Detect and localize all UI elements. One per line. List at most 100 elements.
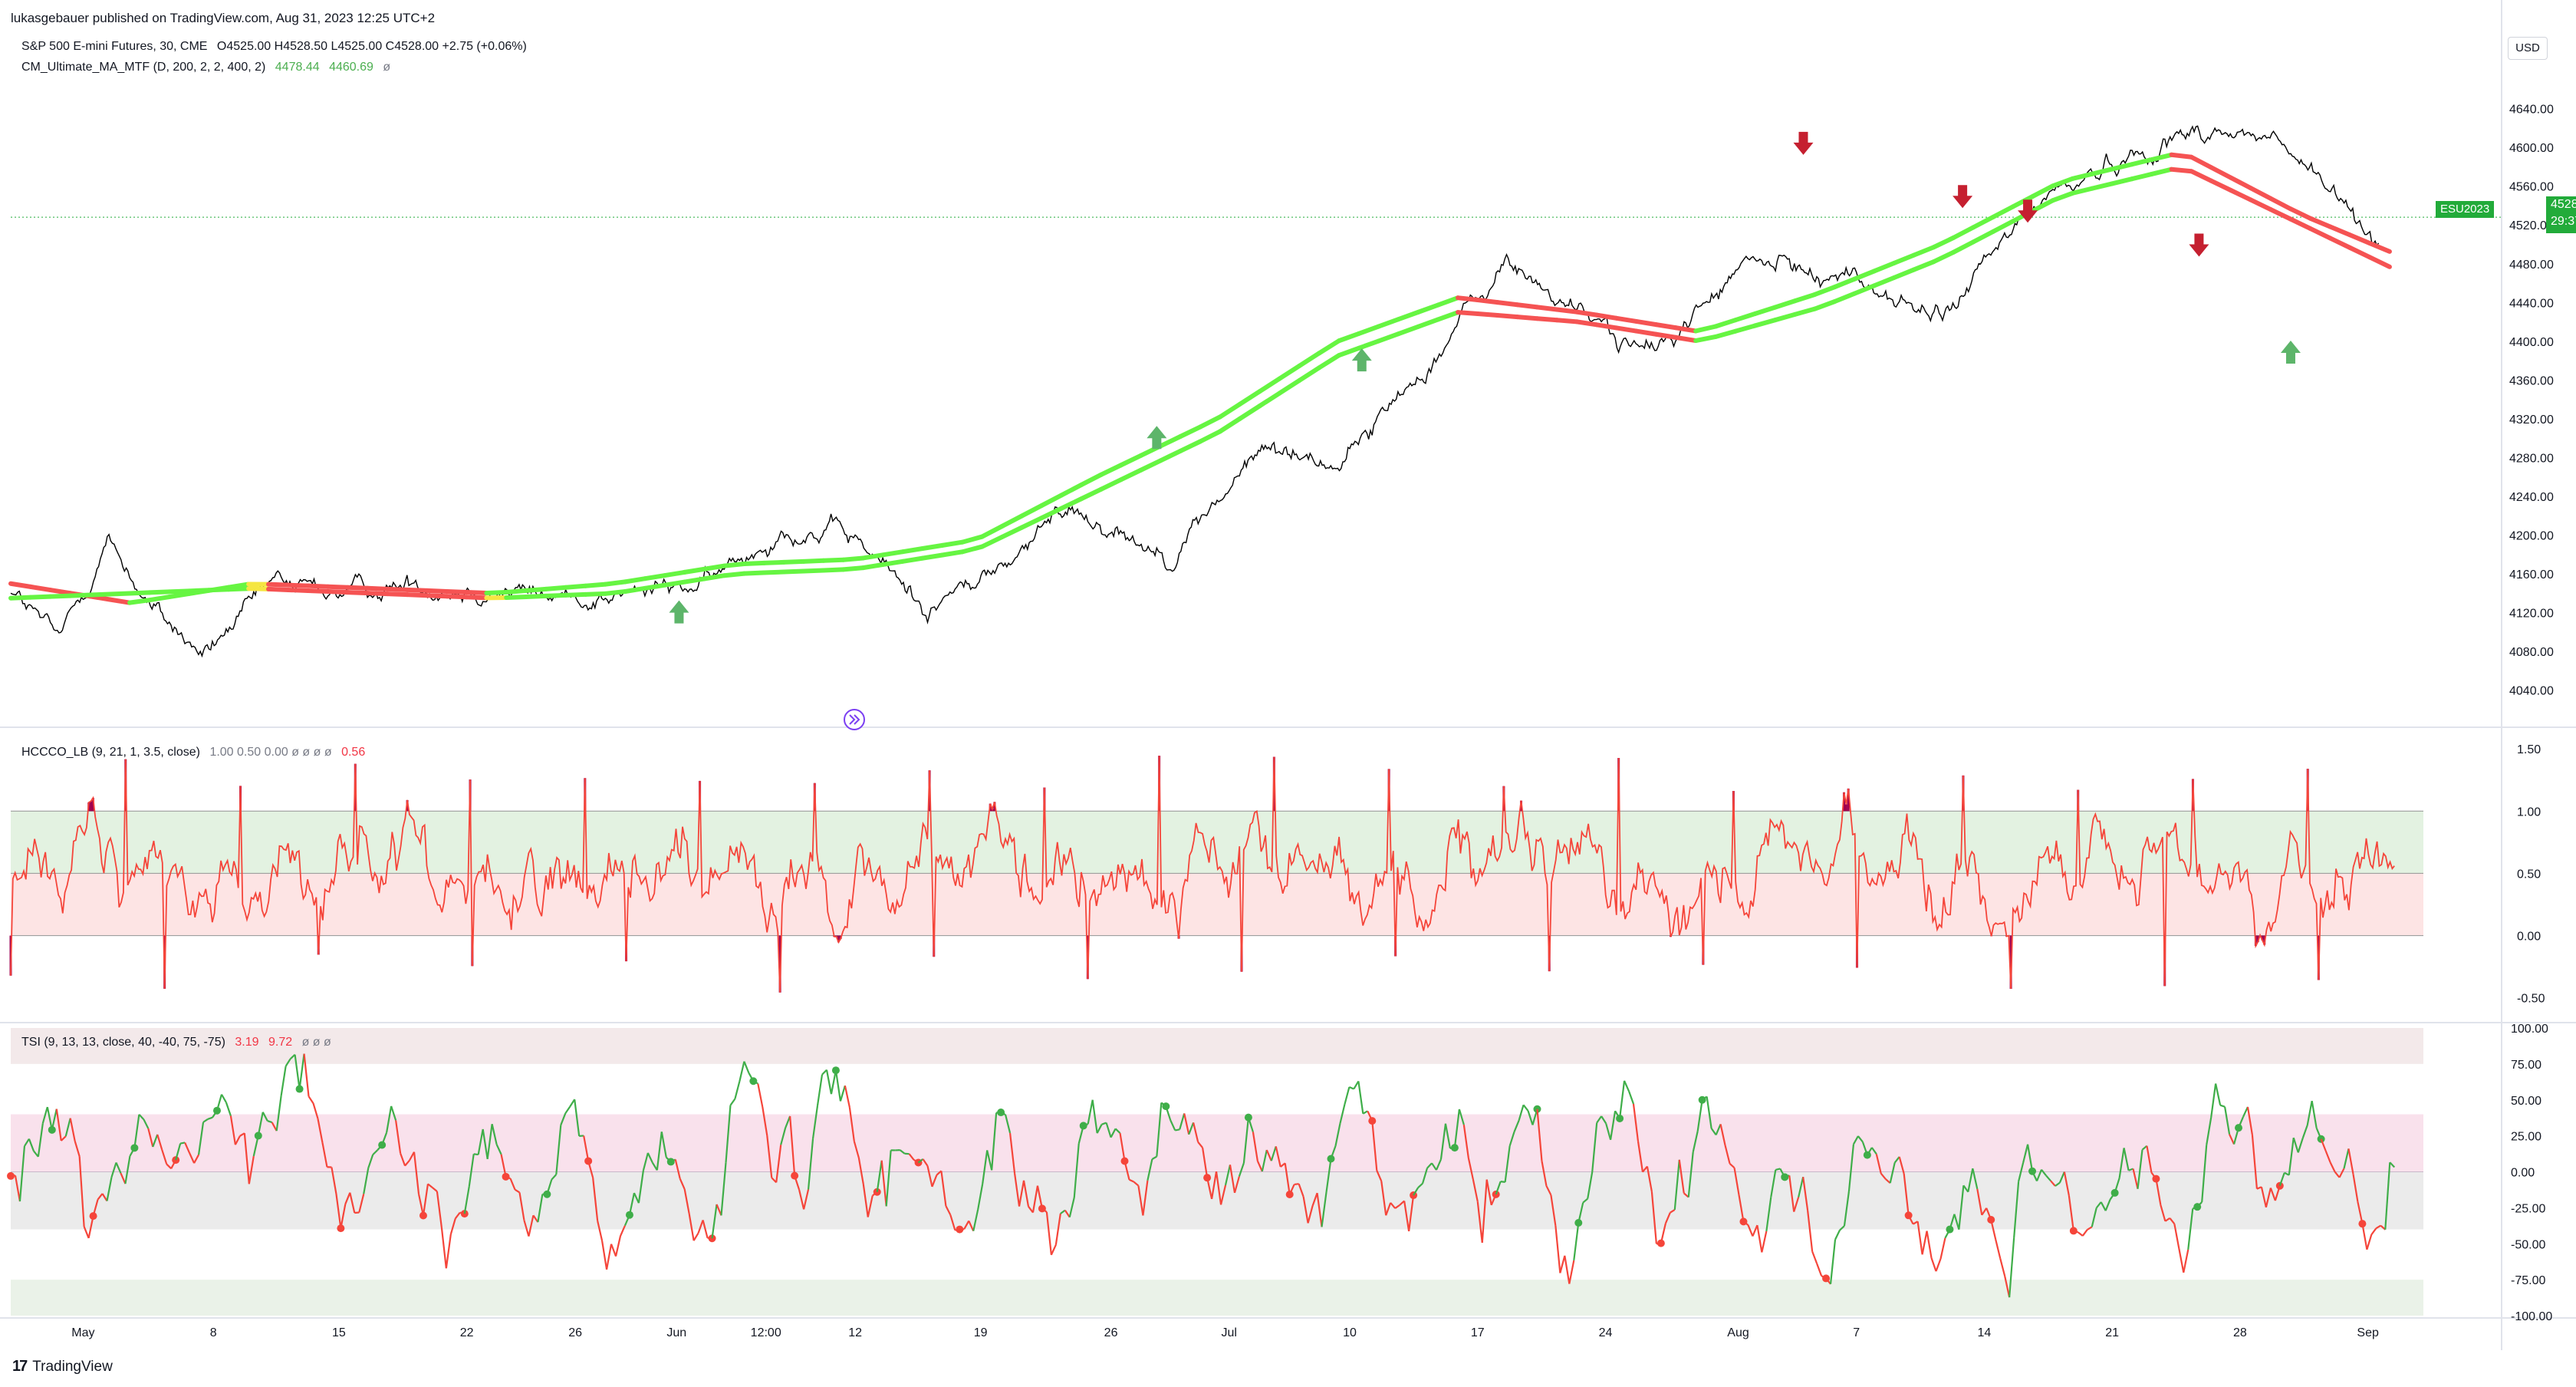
ma-segment [246, 586, 271, 591]
ma-title[interactable]: CM_Ultimate_MA_MTF (D, 200, 2, 2, 400, 2… [21, 61, 266, 74]
tsi-segment [660, 1132, 667, 1158]
ma-segment [524, 586, 548, 593]
ma-segment [1495, 300, 1520, 308]
ma-segment [1653, 322, 1679, 331]
currency-button[interactable]: USD [2508, 37, 2548, 60]
time-tick-label: 7 [1853, 1326, 1860, 1339]
ma-segment [1456, 295, 1480, 303]
tsi-segment [931, 1175, 938, 1188]
tsi-segment [2155, 1178, 2162, 1205]
ma-segment [2030, 183, 2055, 199]
ma-segment [2070, 171, 2095, 181]
ma-segment [1059, 496, 1084, 511]
tsi-segment [853, 1141, 860, 1158]
tsi-segment [1170, 1119, 1176, 1131]
time-tick-label: Jul [1222, 1326, 1237, 1339]
ma-segment [1832, 291, 1857, 305]
ma-segment [1475, 298, 1500, 305]
tsi-segment [1022, 1180, 1030, 1207]
tsi-segment [2352, 1174, 2359, 1202]
tsi-segment [1518, 1105, 1525, 1121]
ma-segment [504, 594, 529, 601]
ma-segment [2010, 193, 2035, 209]
tsi-segment [1646, 1166, 1653, 1192]
ma-segment [146, 595, 172, 603]
tsi-segment [899, 1149, 906, 1155]
tsi-tick-label: 50.00 [2511, 1095, 2541, 1108]
tsi-title[interactable]: TSI (9, 13, 13, close, 40, -40, 75, -75) [21, 1036, 225, 1049]
ma-segment [1971, 229, 1995, 245]
tsi-segment [642, 1152, 649, 1171]
tsi-segment [243, 1133, 250, 1184]
tsi-segment [1545, 1185, 1552, 1196]
hccco-title[interactable]: HCCCO_LB (9, 21, 1, 3.5, close) [21, 746, 200, 759]
ma-segment [444, 588, 469, 595]
tsi-segment [1696, 1099, 1703, 1132]
tsi-segment [440, 1227, 447, 1269]
tsi-segment [2242, 1106, 2249, 1118]
tsi-segment [1376, 1170, 1383, 1182]
symbol-title[interactable]: S&P 500 E-mini Futures, 30, CME [21, 40, 208, 53]
ma-segment [900, 546, 926, 555]
tsi-segment [1692, 1131, 1699, 1153]
ma-segment [880, 549, 906, 558]
tsi-segment [977, 1184, 984, 1210]
visibility-icon[interactable]: ø [383, 61, 391, 74]
tsi-segment [1270, 1146, 1277, 1161]
tsi-segment [202, 1118, 209, 1123]
tsi-segment [743, 1061, 750, 1073]
tsi-segment [1880, 1173, 1887, 1180]
tsi-segment [2206, 1117, 2212, 1145]
ma-segment [1297, 365, 1322, 383]
tradingview-logo[interactable]: 17 TradingView [12, 1358, 113, 1375]
ma-segment [1535, 305, 1560, 312]
tsi-segment [1390, 1202, 1397, 1209]
tsi-segment [1028, 1205, 1034, 1214]
tsi-segment [844, 1085, 850, 1108]
tsi-segment [354, 1211, 360, 1214]
tsi-segment [757, 1083, 764, 1108]
tsi-segment [633, 1192, 640, 1204]
tsi-segment [358, 1193, 365, 1213]
tsi-segment [1013, 1173, 1021, 1207]
tsi-segment [1439, 1123, 1447, 1160]
tsi-segment [1265, 1149, 1272, 1161]
price-line [10, 125, 2380, 658]
ma-segment [959, 544, 985, 555]
ma-segment [1217, 416, 1242, 434]
tsi-segment [2022, 1144, 2029, 1164]
tsi-segment [1962, 1184, 1969, 1193]
ma-segment [1693, 324, 1719, 334]
tsi-segment [2361, 1223, 2368, 1250]
tsi-segment [982, 1150, 989, 1184]
ma-segment [1911, 259, 1936, 272]
tsi-segment [2375, 1224, 2381, 1230]
tsi-segment [2297, 1138, 2304, 1153]
ma-segment [1456, 310, 1480, 316]
tsi-segment [1935, 1258, 1942, 1272]
hccco-tick-label: 0.50 [2517, 868, 2541, 881]
tradingview-logo-icon: 17 [12, 1358, 28, 1375]
ma-segment [643, 582, 668, 591]
tsi-segment [1981, 1207, 1988, 1216]
tsi-segment [963, 1220, 970, 1230]
ma-segment [1990, 204, 2015, 219]
tsi-segment [349, 1192, 356, 1214]
tsi-segment [46, 1106, 53, 1131]
time-tick-label: 10 [1343, 1326, 1357, 1339]
price-tick-label: 4560.00 [2509, 181, 2554, 194]
ma-segment [2347, 232, 2373, 246]
ma-segment [1475, 311, 1500, 318]
tsi-segment [857, 1157, 864, 1184]
tsi-segment [2032, 1171, 2038, 1181]
ma-segment [1138, 458, 1163, 473]
ma-segment [2229, 175, 2254, 191]
tsi-segment [1064, 1209, 1071, 1218]
tsi-segment [1444, 1123, 1451, 1149]
tsi-segment [280, 1066, 287, 1096]
tsi-segment [2160, 1204, 2166, 1222]
ma-segment [1951, 225, 1976, 240]
tsi-segment [1068, 1197, 1075, 1217]
tsi-segment [473, 1153, 479, 1156]
